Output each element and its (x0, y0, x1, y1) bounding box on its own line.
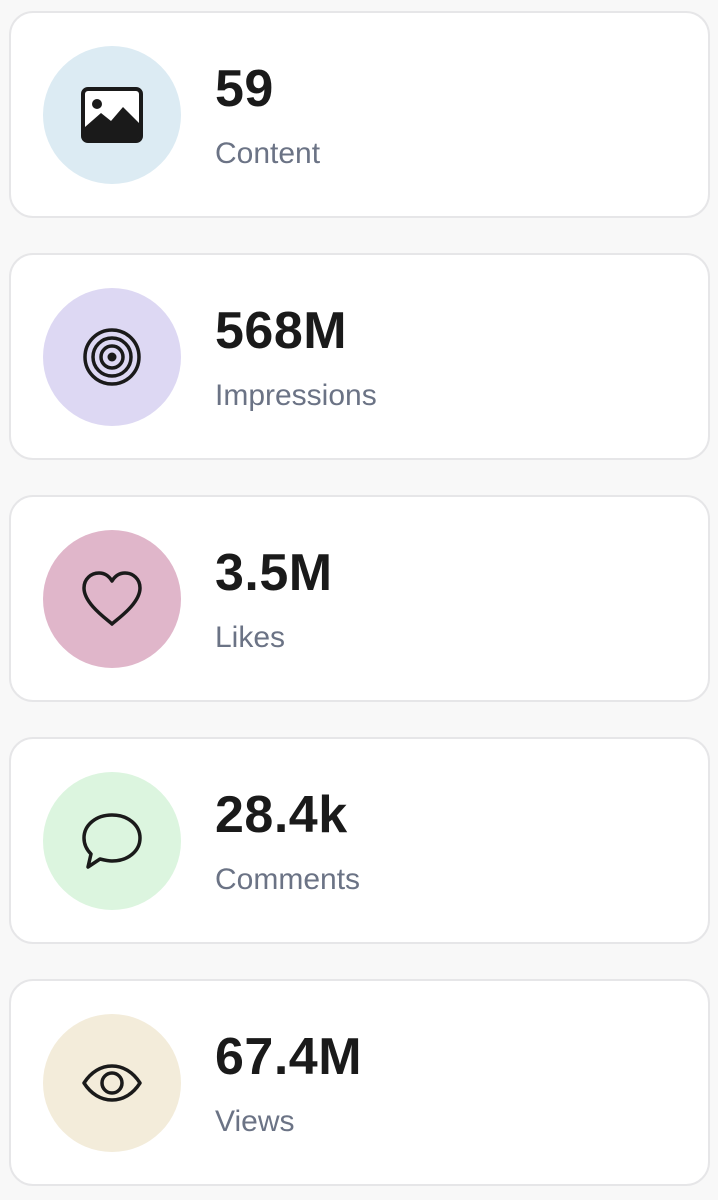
stat-value: 28.4k (215, 786, 348, 844)
stat-label: Views (215, 1105, 295, 1138)
stat-value: 568M (215, 302, 348, 360)
stat-value: 59 (215, 60, 274, 118)
stat-label: Content (215, 137, 321, 170)
stats-list: 59 Content 568M Impressions 3.5M Likes (9, 11, 710, 1186)
stat-label: Likes (215, 621, 286, 654)
stat-icon-circle (43, 1014, 181, 1152)
stat-icon-circle (43, 530, 181, 668)
stat-value: 67.4M (215, 1028, 363, 1086)
stat-icon-circle (43, 288, 181, 426)
stat-card-likes[interactable]: 3.5M Likes (9, 495, 710, 702)
stat-value: 3.5M (215, 544, 333, 602)
stat-card-impressions[interactable]: 568M Impressions (9, 253, 710, 460)
stat-icon-circle (43, 46, 181, 184)
stat-card-views[interactable]: 67.4M Views (9, 979, 710, 1186)
stat-label: Impressions (215, 379, 377, 412)
eye-icon (82, 1064, 142, 1102)
target-icon (83, 328, 141, 386)
comment-icon (82, 813, 142, 869)
image-icon (81, 87, 143, 143)
stat-label: Comments (215, 863, 361, 896)
stat-card-content[interactable]: 59 Content (9, 11, 710, 218)
heart-icon (82, 571, 142, 626)
stat-icon-circle (43, 772, 181, 910)
stat-card-comments[interactable]: 28.4k Comments (9, 737, 710, 944)
